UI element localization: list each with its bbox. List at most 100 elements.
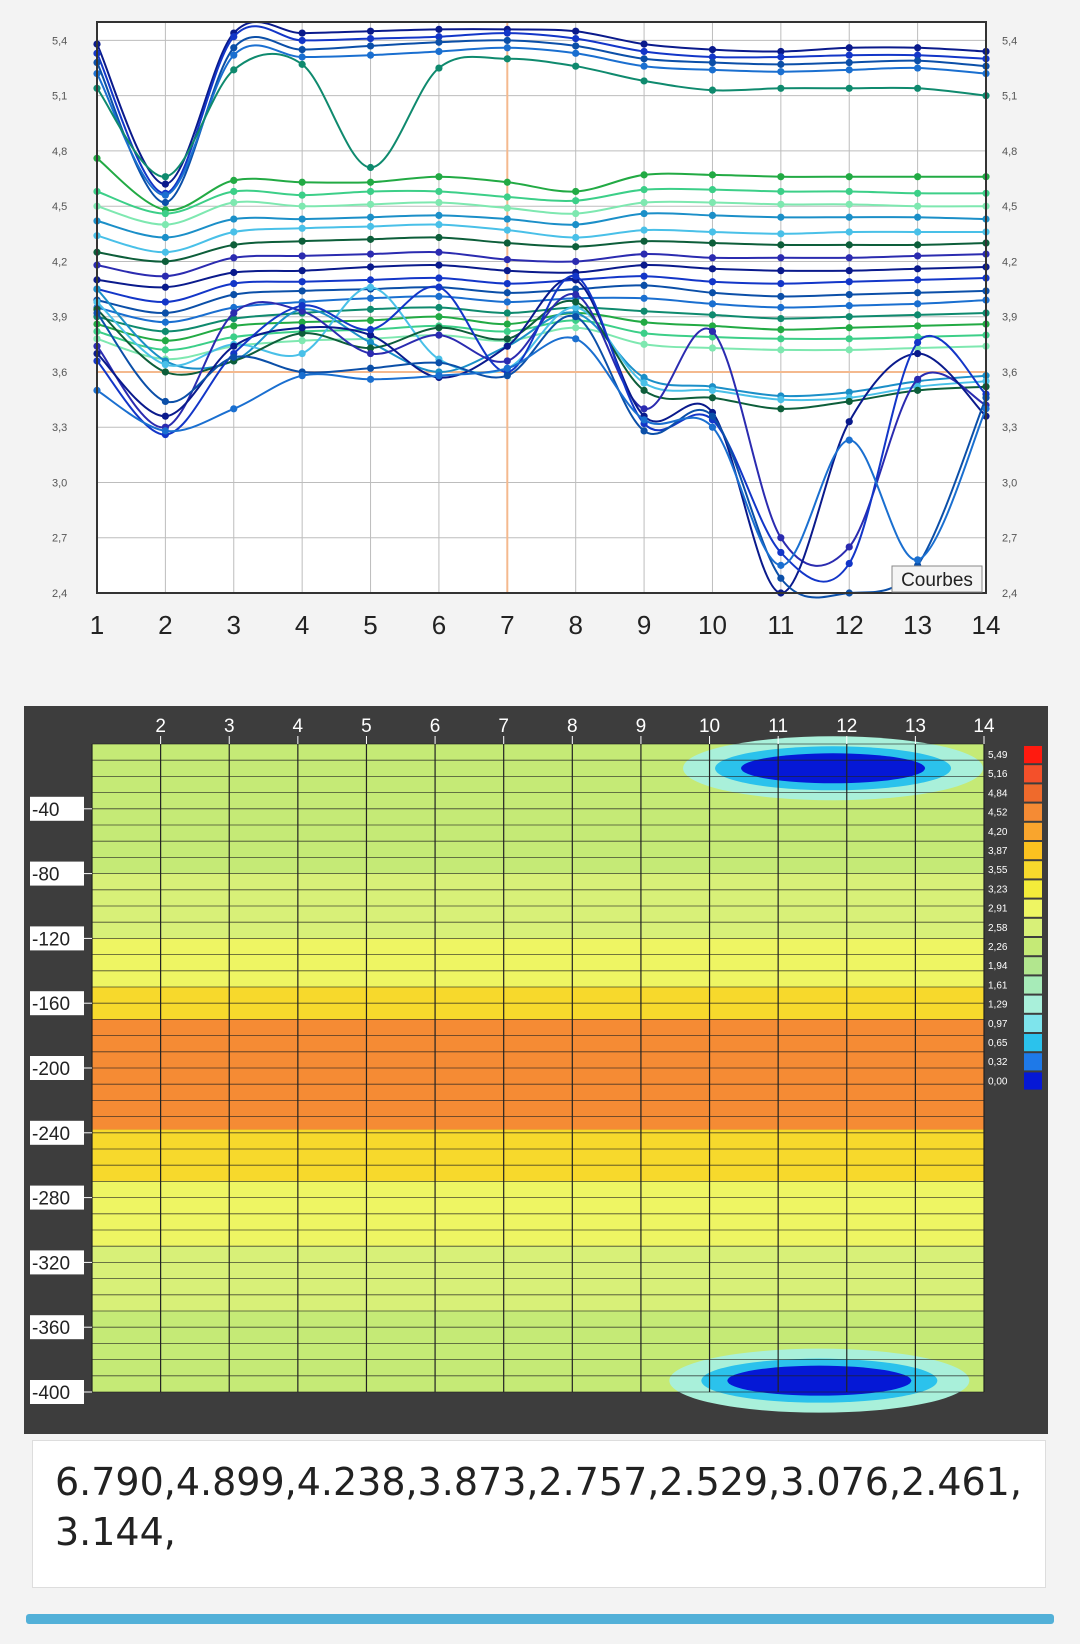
y-label-bg xyxy=(30,1380,84,1404)
heatmap-x-tick-label: 13 xyxy=(905,716,926,737)
data-point xyxy=(640,427,648,435)
data-point xyxy=(230,405,238,413)
data-point xyxy=(572,324,580,332)
data-point xyxy=(230,176,238,185)
data-point xyxy=(572,62,580,70)
data-point xyxy=(503,55,511,63)
data-point xyxy=(503,335,511,343)
data-point xyxy=(572,335,580,343)
data-point xyxy=(845,84,853,92)
y-label-bg xyxy=(30,1315,84,1340)
data-point xyxy=(572,298,580,306)
data-point xyxy=(298,46,306,54)
legend-swatch xyxy=(1024,995,1042,1013)
data-point xyxy=(572,209,580,218)
data-point xyxy=(503,357,511,365)
data-point xyxy=(503,309,511,317)
data-point xyxy=(161,318,169,326)
heatmap-x-tick-label: 10 xyxy=(699,716,720,737)
data-point xyxy=(366,187,375,196)
data-point xyxy=(845,302,853,310)
data-point xyxy=(161,427,169,435)
data-point xyxy=(161,361,169,369)
data-point xyxy=(298,278,306,286)
data-point xyxy=(640,318,648,326)
data-point xyxy=(298,191,306,199)
data-point xyxy=(640,416,648,424)
data-point xyxy=(230,268,238,277)
data-point xyxy=(777,173,785,181)
data-point xyxy=(366,51,375,59)
data-point xyxy=(503,193,511,201)
data-point xyxy=(298,60,306,68)
data-point xyxy=(640,261,648,269)
data-point xyxy=(708,186,717,194)
data-point xyxy=(161,337,169,345)
data-point xyxy=(298,307,306,315)
legend-value-label: 2,26 xyxy=(988,942,1008,953)
legend-swatch xyxy=(1024,1034,1042,1052)
data-point xyxy=(914,349,922,358)
data-point xyxy=(230,353,238,361)
data-point xyxy=(708,171,717,179)
line-chart: 5,4 5,4 5,1 5,1 4,8 4,8 4,5 4,5 4,2 4,2 3,9 3,9 3,6 3… xyxy=(52,21,1017,640)
legend-swatch xyxy=(1024,1072,1042,1090)
series-line xyxy=(96,187,987,215)
data-point xyxy=(435,211,443,220)
data-point xyxy=(640,250,648,258)
data-point xyxy=(230,215,238,223)
data-point xyxy=(366,375,375,383)
legend-swatch xyxy=(1024,784,1042,802)
y-tick-label-right: 5,1 xyxy=(1002,91,1017,103)
data-point xyxy=(845,173,853,181)
data-point xyxy=(298,36,306,45)
data-point xyxy=(640,405,648,413)
data-point xyxy=(503,372,511,380)
series-line xyxy=(96,295,987,324)
data-point xyxy=(435,313,443,321)
data-point xyxy=(777,84,785,92)
data-point xyxy=(503,267,511,275)
heatmap-band xyxy=(92,938,984,987)
data-point xyxy=(298,202,306,210)
data-point xyxy=(777,230,785,238)
legend-value-label: 0,32 xyxy=(988,1057,1008,1068)
data-point xyxy=(777,279,785,288)
heatmap-y-tick-label: -80 xyxy=(32,865,59,886)
series-line xyxy=(96,251,987,278)
data-point xyxy=(435,274,443,282)
data-point xyxy=(914,57,922,65)
data-point xyxy=(161,198,169,207)
data-point xyxy=(777,47,785,56)
data-point xyxy=(914,228,922,236)
data-point xyxy=(503,36,511,45)
data-point xyxy=(914,289,922,297)
heatmap-y-tick-label: -240 xyxy=(32,1124,70,1145)
data-point xyxy=(914,241,922,249)
heatmap-y-tick-label: -400 xyxy=(32,1383,70,1404)
data-point xyxy=(298,324,306,332)
plot-frame xyxy=(96,21,987,594)
data-point xyxy=(640,373,648,382)
heatmap-x-tick-label: 11 xyxy=(768,716,788,737)
data-point xyxy=(845,66,853,74)
data-point xyxy=(708,66,717,74)
data-point xyxy=(708,311,717,319)
heatmap-x-tick-label: 14 xyxy=(973,716,995,737)
data-point xyxy=(298,237,306,245)
data-point xyxy=(503,226,511,234)
data-point xyxy=(640,340,648,348)
data-point xyxy=(298,349,306,358)
data-point xyxy=(708,211,717,220)
data-point xyxy=(845,187,853,196)
data-point xyxy=(435,187,443,196)
heatmap-chart: 2 3 4 5 6 7 8 9 10 11 12 13 14 -40 -80 -120 -160 -200 -240… xyxy=(30,716,1042,1413)
data-point xyxy=(777,267,785,275)
data-point xyxy=(366,344,375,352)
data-point xyxy=(572,187,580,196)
data-point xyxy=(503,342,511,350)
data-point xyxy=(708,254,717,262)
data-point xyxy=(298,224,306,232)
data-point xyxy=(298,252,306,260)
legend-swatch xyxy=(1024,803,1042,821)
